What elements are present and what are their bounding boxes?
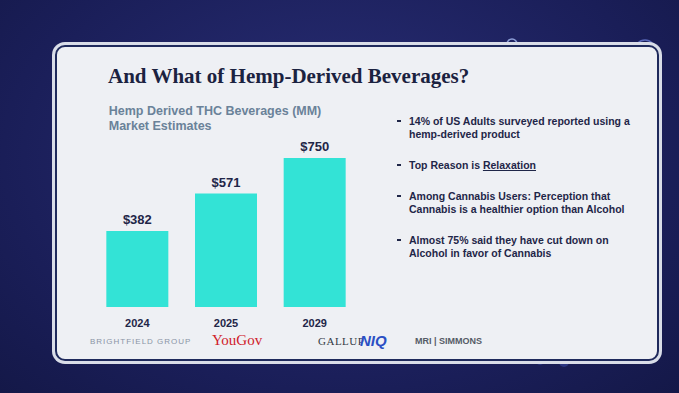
svg-text:$750: $750 xyxy=(300,139,329,154)
svg-text:$382: $382 xyxy=(123,212,152,227)
svg-text:2025: 2025 xyxy=(214,317,238,329)
svg-text:Market Estimates: Market Estimates xyxy=(109,119,212,133)
html-text:NIQ: NIQ xyxy=(360,332,387,349)
html-text:YouGov: YouGov xyxy=(212,332,263,348)
html-text:And What of Hemp-Derived Bever: And What of Hemp-Derived Beverages? xyxy=(108,64,470,88)
svg-text:Hemp Derived THC Beverages (MM: Hemp Derived THC Beverages (MM) xyxy=(109,104,322,118)
svg-text:2024: 2024 xyxy=(125,317,150,329)
html-text:Top Reason is Relaxation: Top Reason is Relaxation xyxy=(409,159,536,171)
html-text:Almost 75% said they have cut: Almost 75% said they have cut down on Al… xyxy=(409,234,609,259)
html-text:MRI | SIMMONS: MRI | SIMMONS xyxy=(415,336,482,346)
html-text:BRIGHTFIELD GROUP: BRIGHTFIELD GROUP xyxy=(90,337,192,346)
svg-text:2029: 2029 xyxy=(302,317,326,329)
html-text:GALLUP: GALLUP xyxy=(318,335,365,347)
svg-text:$571: $571 xyxy=(212,175,241,190)
html-text:14% of US Adults surveyed repo: 14% of US Adults surveyed reported using… xyxy=(409,115,630,140)
html-text:Among Cannabis Users: Percepti: Among Cannabis Users: Perception that Ca… xyxy=(409,190,625,215)
